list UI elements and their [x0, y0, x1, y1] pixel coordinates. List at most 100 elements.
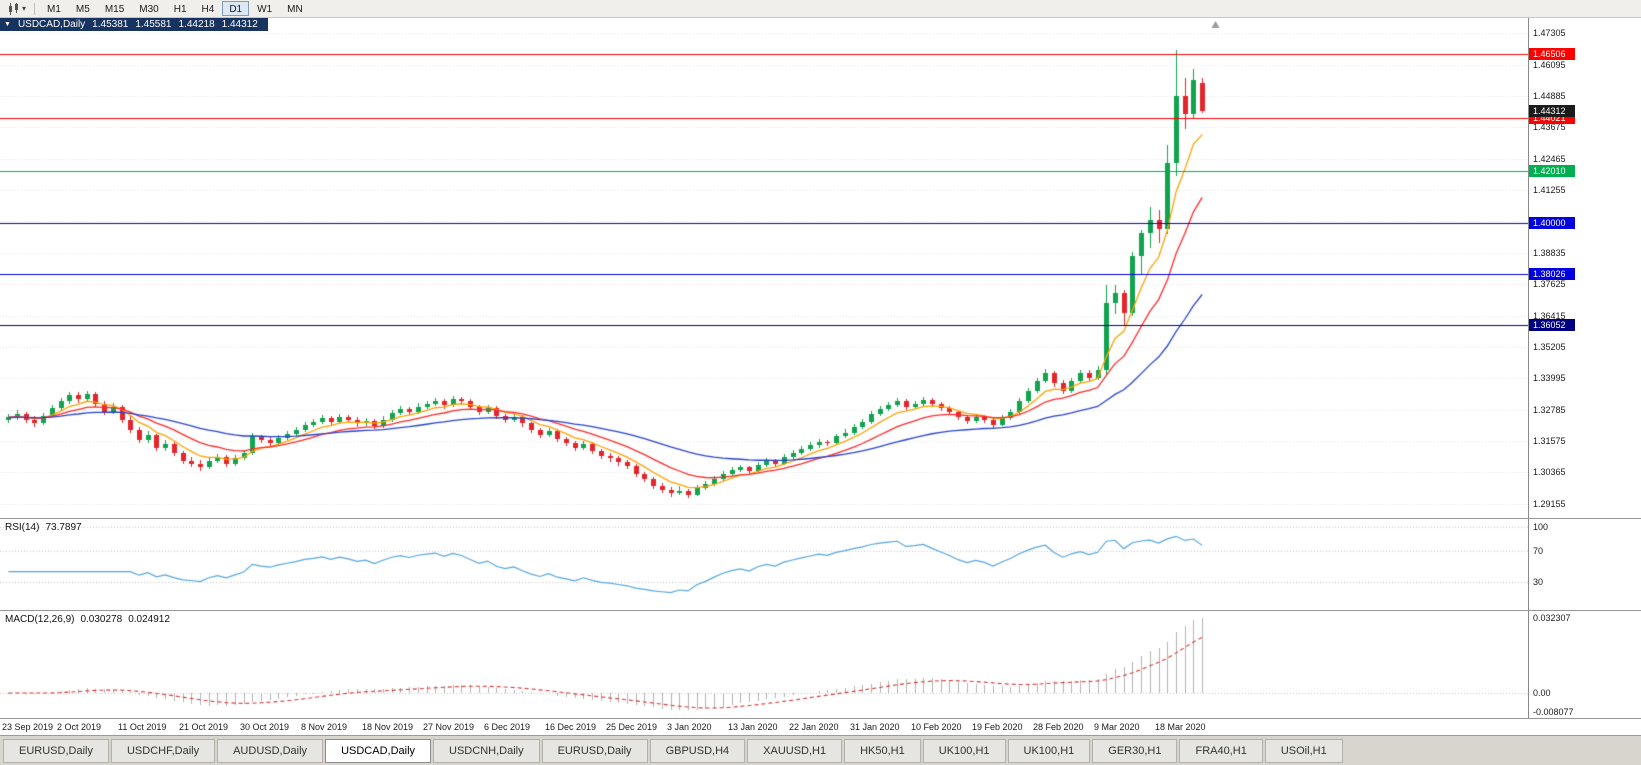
rsi-axis-tick: 30 — [1533, 577, 1544, 587]
chart-tab[interactable]: EURUSD,Daily — [541, 738, 648, 763]
timeframe-button-m15[interactable]: M15 — [104, 4, 125, 15]
date-axis-label: 30 Oct 2019 — [240, 722, 290, 732]
timeframe-button-h4[interactable]: H4 — [201, 4, 215, 15]
date-axis-label: 10 Feb 2020 — [911, 722, 962, 732]
price-axis-tick: 1.31575 — [1533, 436, 1566, 446]
date-axis-label: 31 Jan 2020 — [850, 722, 900, 732]
rsi-axis[interactable]: 100 70 30 — [1528, 519, 1641, 610]
ohlc-close-value: 1.44312 — [221, 19, 258, 30]
price-chart-canvas[interactable] — [0, 18, 1528, 518]
macd-chart-canvas[interactable] — [0, 611, 1528, 718]
chart-tab[interactable]: HK50,H1 — [844, 738, 921, 763]
macd-axis[interactable]: 0.032307 0.00 -0.008077 — [1528, 611, 1641, 718]
rsi-axis-tick: 70 — [1533, 546, 1544, 556]
price-axis-tick: 1.29155 — [1533, 499, 1566, 509]
date-axis-label: 23 Sep 2019 — [2, 722, 54, 732]
macd-indicator-label: MACD(12,26,9) 0.030278 0.024912 — [5, 614, 170, 625]
current-price-label: 1.44312 — [1529, 105, 1575, 117]
hline-price-label: 1.46506 — [1529, 48, 1575, 60]
ohlc-open-value: 1.45381 — [92, 19, 129, 30]
macd-axis-tick: -0.008077 — [1533, 707, 1574, 717]
date-axis-label: 18 Mar 2020 — [1155, 722, 1206, 732]
price-axis-tick: 1.37625 — [1533, 279, 1566, 289]
chart-tab-bar: EURUSD,Daily USDCHF,Daily AUDUSD,Daily USDC… — [0, 735, 1641, 765]
price-axis-tick: 1.47305 — [1533, 28, 1566, 38]
rsi-value: 73.7897 — [45, 522, 82, 533]
chart-tab[interactable]: UK100,H1 — [1007, 738, 1091, 763]
ohlc-low-value: 1.44218 — [178, 19, 215, 30]
date-axis-label: 18 Nov 2019 — [362, 722, 414, 732]
macd-name: MACD(12,26,9) — [5, 614, 75, 625]
collapse-triangle-icon[interactable]: ▼ — [4, 21, 11, 28]
rsi-chart-canvas[interactable] — [0, 519, 1528, 610]
chart-tab[interactable]: USOil,H1 — [1264, 738, 1343, 763]
price-axis-tick: 1.35205 — [1533, 342, 1566, 352]
chart-tab[interactable]: USDCNH,Daily — [433, 738, 540, 763]
date-axis[interactable]: 23 Sep 2019 2 Oct 2019 11 Oct 2019 21 Oct 2… — [0, 718, 1641, 735]
price-axis-tick: 1.32785 — [1533, 405, 1566, 415]
date-axis-label: 8 Nov 2019 — [301, 722, 348, 732]
timeframe-button-w1[interactable]: W1 — [257, 4, 273, 15]
chart-type-button[interactable]: ▾ — [4, 1, 29, 17]
chart-symbol-label: USDCAD,Daily — [17, 19, 86, 30]
chart-tab[interactable]: FRA40,H1 — [1179, 738, 1263, 763]
rsi-name: RSI(14) — [5, 522, 40, 533]
chart-tab[interactable]: AUDUSD,Daily — [217, 738, 324, 763]
price-axis-tick: 1.36415 — [1533, 311, 1566, 321]
date-axis-label: 11 Oct 2019 — [118, 722, 167, 732]
timeframe-toolbar: ▾ M1 M5 M15 M30 H1 H4 D1 W1 MN — [0, 0, 1641, 18]
macd-pane: MACD(12,26,9) 0.030278 0.024912 0.032307… — [0, 610, 1641, 718]
date-axis-label: 27 Nov 2019 — [423, 722, 475, 732]
price-axis-tick: 1.33995 — [1533, 373, 1566, 383]
rsi-indicator-label: RSI(14) 73.7897 — [5, 522, 82, 533]
macd-signal-value: 0.024912 — [128, 614, 170, 625]
date-axis-label: 16 Dec 2019 — [545, 722, 597, 732]
hline-price-label: 1.40000 — [1529, 217, 1575, 229]
price-axis-tick: 1.30365 — [1533, 467, 1566, 477]
date-axis-label: 28 Feb 2020 — [1033, 722, 1084, 732]
chart-tab[interactable]: EURUSD,Daily — [3, 738, 109, 763]
timeframe-button-m5[interactable]: M5 — [75, 4, 90, 15]
price-plot: ▼ USDCAD,Daily 1.45381 1.45581 1.44218 1… — [0, 18, 1528, 518]
timeframe-button-m30[interactable]: M30 — [139, 4, 159, 15]
price-axis-tick: 1.38835 — [1533, 248, 1566, 258]
chart-tab[interactable]: XAUUSD,H1 — [747, 738, 843, 763]
price-axis-tick: 1.41255 — [1533, 185, 1566, 195]
timeframe-button-m1[interactable]: M1 — [47, 4, 61, 15]
date-axis-label: 19 Feb 2020 — [972, 722, 1023, 732]
date-axis-label: 13 Jan 2020 — [728, 722, 778, 732]
price-axis-tick: 1.44885 — [1533, 91, 1566, 101]
rsi-axis-tick: 100 — [1533, 522, 1549, 532]
timeframe-button-mn[interactable]: MN — [287, 4, 303, 15]
macd-axis-tick: 0.00 — [1533, 688, 1551, 698]
timeframe-button-d1[interactable]: D1 — [222, 1, 250, 16]
price-pane: ▼ USDCAD,Daily 1.45381 1.45581 1.44218 1… — [0, 18, 1641, 518]
macd-main-value: 0.030278 — [80, 614, 123, 625]
candlestick-chart-icon — [9, 2, 18, 15]
chart-title-overlay: ▼ USDCAD,Daily 1.45381 1.45581 1.44218 1… — [0, 18, 268, 31]
chart-tab[interactable]: UK100,H1 — [922, 738, 1006, 763]
date-axis-label: 2 Oct 2019 — [57, 722, 102, 732]
macd-plot: MACD(12,26,9) 0.030278 0.024912 — [0, 611, 1528, 718]
date-axis-label: 25 Dec 2019 — [606, 722, 658, 732]
date-axis-label: 3 Jan 2020 — [667, 722, 712, 732]
timeframe-button-h1[interactable]: H1 — [173, 4, 187, 15]
chart-tab[interactable]: GBPUSD,H4 — [649, 738, 746, 763]
date-axis-label: 21 Oct 2019 — [179, 722, 229, 732]
macd-axis-tick: 0.032307 — [1533, 613, 1571, 623]
rsi-pane: RSI(14) 73.7897 100 70 30 — [0, 518, 1641, 610]
chart-tab[interactable]: USDCHF,Daily — [110, 738, 216, 763]
price-axis-tick: 1.43675 — [1533, 122, 1566, 132]
date-axis-label: 6 Dec 2019 — [484, 722, 531, 732]
timeframe-button-group: M1 M5 M15 M30 H1 H4 D1 W1 MN — [40, 1, 310, 16]
ohlc-high-value: 1.45581 — [135, 19, 172, 30]
hline-price-label: 1.36052 — [1529, 319, 1575, 331]
chevron-down-icon: ▾ — [22, 3, 27, 13]
chart-tab[interactable]: GER30,H1 — [1092, 738, 1178, 763]
price-axis-tick: 1.46095 — [1533, 60, 1566, 70]
hline-price-label: 1.38026 — [1529, 268, 1575, 280]
price-axis[interactable]: 1.47305 1.46095 1.44885 1.43675 1.42465 1.412… — [1528, 18, 1641, 518]
hline-price-label: 1.42010 — [1529, 165, 1575, 177]
chart-tab[interactable]: USDCAD,Daily — [325, 738, 432, 763]
